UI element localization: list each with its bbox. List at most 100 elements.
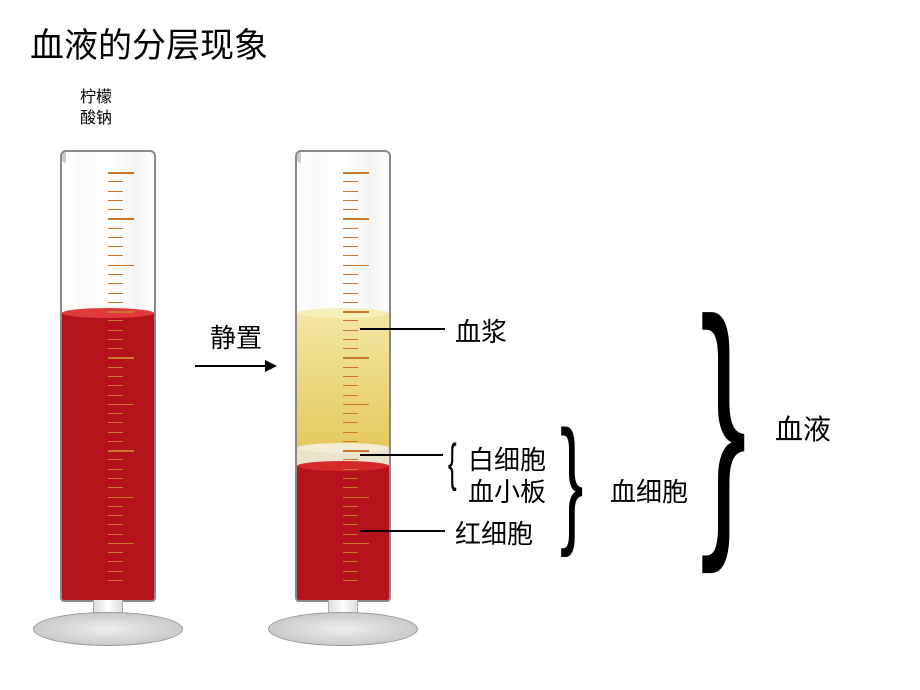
anticoagulant-line2: 酸钠 [80, 110, 112, 127]
plasma-leader-label: 血浆 [455, 312, 507, 349]
scale-tick [343, 200, 358, 201]
scale-tick [108, 478, 123, 479]
scale-tick [343, 228, 358, 229]
scale-tick [108, 487, 123, 488]
scale-tick [343, 422, 358, 423]
scale-tick [343, 246, 358, 247]
scale-tick [343, 255, 358, 256]
scale-tick [343, 459, 358, 460]
cylinder-spout [295, 150, 301, 164]
scale-tick [343, 497, 369, 499]
cylinder-before [60, 150, 156, 662]
scale-tick [343, 311, 369, 313]
process-arrow [195, 365, 275, 367]
scale-tick [108, 469, 123, 470]
scale-tick [108, 441, 123, 442]
scale-tick [108, 339, 123, 340]
scale-tick [343, 330, 358, 331]
cells-label: 血细胞 [610, 472, 688, 509]
scale-tick [108, 571, 123, 572]
anticoagulant-line1: 柠檬 [80, 89, 112, 106]
buffy-leader [360, 454, 443, 456]
scale-tick [108, 422, 123, 423]
anticoagulant-label: 柠檬 酸钠 [80, 88, 112, 130]
scale-tick [343, 339, 358, 340]
scale-tick [343, 209, 358, 210]
scale-tick [343, 265, 369, 267]
plasma-leader [360, 328, 445, 330]
scale-tick [108, 302, 123, 303]
scale-tick [108, 524, 123, 525]
scale-tick [108, 265, 134, 267]
process-label: 静置 [210, 318, 262, 355]
buffy-line2: 血小板 [468, 472, 546, 509]
cylinder-scale [343, 172, 380, 580]
scale-tick [343, 302, 358, 303]
scale-tick [108, 218, 134, 220]
scale-tick [108, 543, 134, 545]
scale-tick [343, 395, 358, 396]
rbc-leader [360, 530, 445, 532]
scale-tick [343, 552, 358, 553]
scale-tick [108, 367, 123, 368]
scale-tick [108, 228, 123, 229]
blood-brace: } [700, 310, 747, 528]
scale-tick [108, 506, 123, 507]
scale-tick [108, 283, 123, 284]
scale-tick [343, 283, 358, 284]
scale-tick [108, 209, 123, 210]
scale-tick [343, 413, 358, 414]
scale-tick [343, 469, 358, 470]
scale-tick [343, 191, 358, 192]
buffy-brace: { [448, 440, 457, 487]
scale-tick [108, 450, 134, 452]
scale-tick [343, 506, 358, 507]
scale-tick [108, 580, 123, 581]
scale-tick [343, 274, 358, 275]
scale-tick [108, 534, 123, 535]
scale-tick [343, 376, 358, 377]
scale-tick [108, 200, 123, 201]
scale-tick [343, 218, 369, 220]
scale-tick [343, 543, 369, 545]
scale-tick [108, 404, 134, 406]
scale-tick [108, 274, 123, 275]
scale-tick [108, 385, 123, 386]
cylinder-tube [295, 150, 391, 602]
scale-tick [108, 191, 123, 192]
scale-tick [108, 293, 123, 294]
scale-tick [108, 181, 123, 182]
blood-label: 血液 [775, 408, 831, 448]
scale-tick [343, 320, 358, 321]
scale-tick [108, 237, 123, 238]
scale-tick [343, 385, 358, 386]
cylinder-scale [108, 172, 145, 580]
cylinder-base [33, 612, 183, 646]
scale-tick [343, 524, 358, 525]
cylinder-base [268, 612, 418, 646]
scale-tick [108, 561, 123, 562]
scale-tick [343, 237, 358, 238]
scale-tick [108, 432, 123, 433]
page-title: 血液的分层现象 [30, 18, 268, 67]
scale-tick [108, 515, 123, 516]
scale-tick [343, 432, 358, 433]
scale-tick [108, 413, 123, 414]
scale-tick [108, 357, 134, 359]
scale-tick [108, 172, 134, 174]
scale-tick [343, 348, 358, 349]
scale-tick [343, 172, 369, 174]
scale-tick [108, 255, 123, 256]
scale-tick [108, 395, 123, 396]
scale-tick [343, 367, 358, 368]
scale-tick [108, 246, 123, 247]
rbc-leader-label: 红细胞 [455, 514, 533, 551]
scale-tick [108, 348, 123, 349]
scale-tick [108, 552, 123, 553]
scale-tick [108, 497, 134, 499]
scale-tick [343, 357, 369, 359]
scale-tick [343, 487, 358, 488]
cylinder-after [295, 150, 391, 662]
scale-tick [343, 580, 358, 581]
scale-tick [343, 450, 369, 452]
